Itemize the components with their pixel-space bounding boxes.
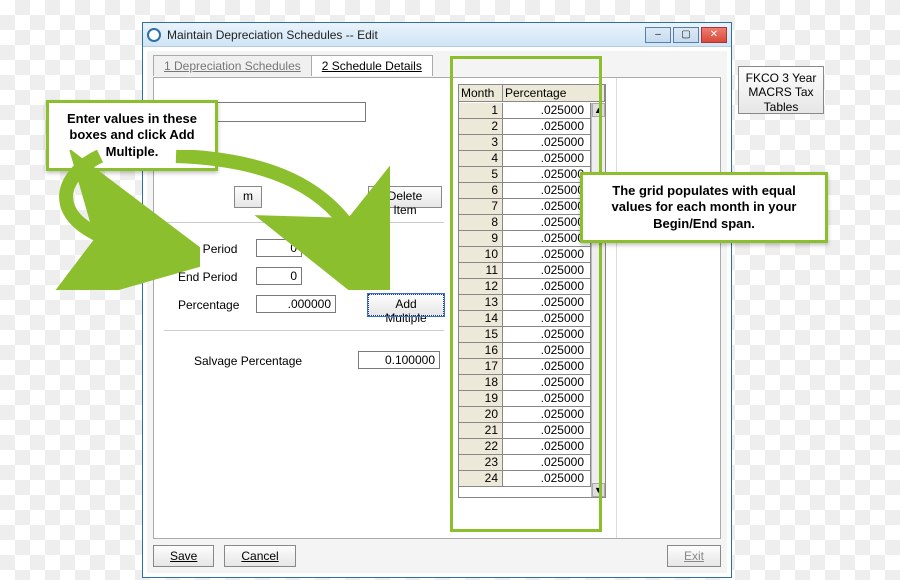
table-row[interactable]: 20.025000 [459, 407, 591, 423]
table-row[interactable]: 16.025000 [459, 343, 591, 359]
table-row[interactable]: 15.025000 [459, 327, 591, 343]
fkco-tables-button[interactable]: FKCO 3 Year MACRS Tax Tables [738, 66, 824, 114]
table-row[interactable]: 9.025000 [459, 231, 591, 247]
title-bar: Maintain Depreciation Schedules -- Edit … [143, 23, 731, 47]
table-row[interactable]: 2.025000 [459, 119, 591, 135]
table-row[interactable]: 19.025000 [459, 391, 591, 407]
maximize-button[interactable]: ▢ [673, 27, 699, 43]
salvage-pct-input[interactable] [358, 351, 440, 369]
salvage-pct-label: Salvage Percentage [194, 354, 302, 368]
delete-item-button[interactable]: Delete Item [368, 186, 442, 208]
table-row[interactable]: 21.025000 [459, 423, 591, 439]
window-title: Maintain Depreciation Schedules -- Edit [167, 28, 378, 42]
beg-period-input[interactable] [256, 239, 302, 257]
grid-header-month: Month [459, 85, 503, 101]
table-row[interactable]: 7.025000 [459, 199, 591, 215]
percentage-input[interactable] [256, 295, 336, 313]
tab-strip: 1 Depreciation Schedules 2 Schedule Deta… [153, 55, 432, 76]
table-row[interactable]: 8.025000 [459, 215, 591, 231]
table-row[interactable]: 18.025000 [459, 375, 591, 391]
minimize-button[interactable]: – [645, 27, 671, 43]
client-area: 1 Depreciation Schedules 2 Schedule Deta… [147, 51, 727, 573]
app-window: Maintain Depreciation Schedules -- Edit … [142, 22, 732, 578]
table-row[interactable]: 24.025000 [459, 471, 591, 487]
table-row[interactable]: 13.025000 [459, 295, 591, 311]
table-row[interactable]: 11.025000 [459, 263, 591, 279]
tab-panel: m Delete Item Beg Period End Period Perc… [153, 77, 721, 539]
tab-schedule-details[interactable]: 2 Schedule Details [311, 55, 433, 76]
beg-period-label: Beg Period [178, 242, 237, 256]
bottom-bar: Save Cancel Exit [153, 543, 721, 569]
item-button-partial[interactable]: m [234, 186, 262, 208]
panel-divider [616, 78, 617, 538]
callout-left: Enter values in these boxes and click Ad… [46, 100, 218, 171]
app-icon [147, 28, 161, 42]
scroll-down-icon[interactable]: ▼ [592, 483, 605, 497]
month-grid[interactable]: Month Percentage 1.0250002.0250003.02500… [458, 84, 606, 498]
table-row[interactable]: 4.025000 [459, 151, 591, 167]
end-period-label: End Period [178, 270, 237, 284]
table-row[interactable]: 10.025000 [459, 247, 591, 263]
table-row[interactable]: 5.025000 [459, 167, 591, 183]
cancel-button[interactable]: Cancel [224, 545, 295, 567]
grid-header-percentage: Percentage [503, 85, 605, 101]
grid-scrollbar[interactable]: ▲ ▼ [591, 103, 605, 497]
percentage-label: Percentage [178, 298, 239, 312]
scroll-up-icon[interactable]: ▲ [592, 103, 605, 117]
table-row[interactable]: 1.025000 [459, 103, 591, 119]
add-multiple-button[interactable]: Add Multiple [368, 294, 444, 316]
end-period-input[interactable] [256, 267, 302, 285]
callout-right: The grid populates with equal values for… [580, 172, 828, 243]
table-row[interactable]: 14.025000 [459, 311, 591, 327]
table-row[interactable]: 3.025000 [459, 135, 591, 151]
exit-button[interactable]: Exit [667, 545, 721, 567]
table-row[interactable]: 12.025000 [459, 279, 591, 295]
save-button[interactable]: Save [153, 545, 214, 567]
table-row[interactable]: 6.025000 [459, 183, 591, 199]
table-row[interactable]: 22.025000 [459, 439, 591, 455]
table-row[interactable]: 23.025000 [459, 455, 591, 471]
table-row[interactable]: 17.025000 [459, 359, 591, 375]
close-button[interactable]: ✕ [701, 27, 727, 43]
tab-depreciation-schedules[interactable]: 1 Depreciation Schedules [153, 55, 312, 76]
